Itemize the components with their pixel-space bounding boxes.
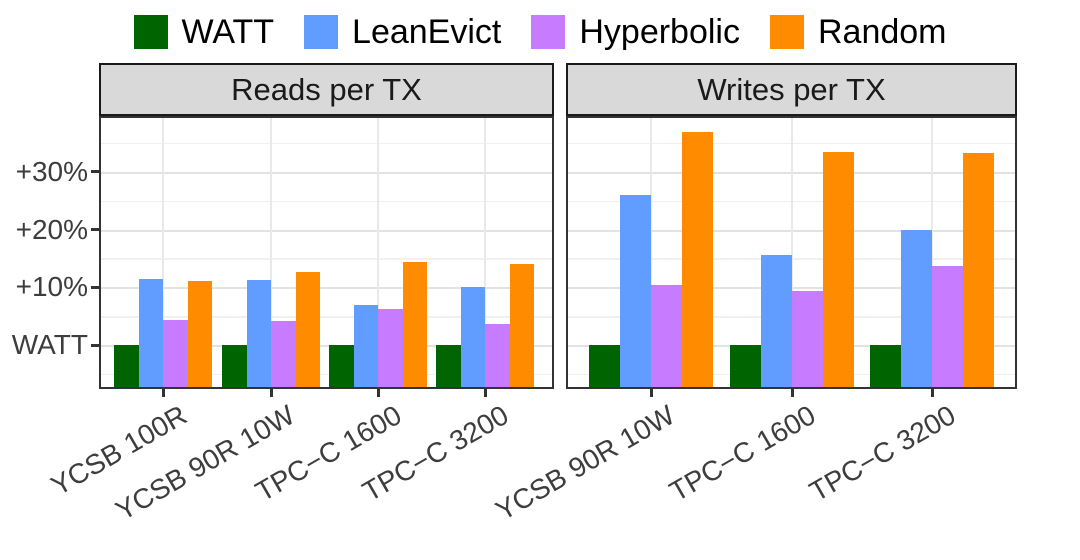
legend-label-watt: WATT — [181, 13, 275, 51]
legend-label-random: Random — [817, 13, 947, 51]
bar-watt-ycsb-90r-10w — [222, 345, 247, 387]
gridline-x-tpc-c-1600 — [377, 118, 379, 387]
legend-key-watt-swatch — [133, 15, 168, 49]
gridline-y--5 — [101, 373, 552, 376]
y-tick-0 — [91, 343, 99, 347]
gridline-x-ycsb-100r — [162, 118, 164, 387]
bar-watt-tpc-c-1600 — [329, 345, 354, 387]
bar-leanevict-ycsb-90r-10w — [246, 279, 271, 387]
y-tick-20 — [91, 228, 99, 231]
x-tick-tpc-c-3200 — [930, 389, 934, 397]
panel-writes-plot — [566, 116, 1017, 389]
panel-reads-strip: Reads per TX — [99, 63, 554, 116]
legend-label-leanevict: LeanEvict — [352, 13, 502, 51]
bar-hyperbolic-tpc-c-3200 — [485, 324, 510, 387]
legend-key-leanevict-swatch — [304, 15, 339, 49]
bar-hyperbolic-tpc-c-3200 — [932, 265, 963, 387]
bar-leanevict-tpc-c-1600 — [353, 305, 378, 387]
bar-watt-ycsb-90r-10w — [589, 345, 620, 387]
panel-writes-title: Writes per TX — [697, 71, 886, 107]
y-axis-label-watt: WATT — [11, 329, 88, 360]
bar-random-tpc-c-1600 — [402, 262, 427, 387]
bar-leanevict-tpc-c-3200 — [460, 287, 485, 387]
legend-item-watt: WATT — [133, 13, 275, 51]
gridline-y-20 — [101, 229, 552, 232]
gridline-y-5 — [101, 316, 552, 318]
bar-leanevict-tpc-c-1600 — [761, 255, 792, 387]
bar-hyperbolic-tpc-c-1600 — [378, 309, 403, 387]
bar-random-tpc-c-3200 — [963, 152, 994, 387]
bar-random-tpc-c-3200 — [509, 264, 534, 387]
bar-leanevict-ycsb-90r-10w — [620, 194, 651, 387]
panel-reads-plot — [99, 116, 554, 389]
bar-watt-tpc-c-3200 — [870, 345, 901, 387]
panel-reads-title: Reads per TX — [231, 71, 422, 107]
y-axis-label-10: +10% — [15, 271, 88, 303]
gridline-y-30 — [101, 171, 552, 174]
bar-hyperbolic-ycsb-90r-10w — [271, 320, 296, 387]
x-tick-tpc-c-1600 — [790, 389, 794, 397]
bar-leanevict-ycsb-100r — [138, 279, 163, 387]
bar-random-ycsb-90r-10w — [682, 132, 713, 387]
x-tick-ycsb-90r-10w — [269, 389, 273, 397]
x-tick-ycsb-100r — [161, 389, 165, 397]
legend-key-hyperbolic-swatch — [531, 15, 566, 49]
x-axis-label-ycsb-90r-10w: YCSB 90R 10W — [490, 399, 680, 527]
bar-random-ycsb-100r — [187, 280, 212, 387]
gridline-x-tpc-c-3200 — [931, 118, 933, 387]
gridline-y-25 — [101, 200, 552, 203]
gridline-x-ycsb-90r-10w — [650, 118, 652, 387]
legend-label-hyperbolic: Hyperbolic — [579, 13, 740, 51]
bar-random-ycsb-90r-10w — [295, 271, 320, 387]
bar-watt-tpc-c-1600 — [730, 345, 761, 387]
bar-watt-tpc-c-3200 — [436, 345, 461, 387]
y-tick-10 — [91, 285, 99, 289]
gridline-x-tpc-c-3200 — [484, 118, 486, 387]
panel-writes-strip: Writes per TX — [566, 63, 1017, 116]
y-axis-label-20: +20% — [15, 213, 88, 245]
x-axis-label-tpc-c-3200: TPC−C 3200 — [804, 399, 961, 508]
gridline-y-15 — [101, 258, 552, 260]
gridline-x-ycsb-90r-10w — [270, 118, 272, 387]
legend-item-random: Random — [769, 13, 947, 51]
legend-item-leanevict: LeanEvict — [304, 15, 501, 49]
x-tick-ycsb-90r-10w — [649, 389, 653, 397]
y-axis-label-30: +30% — [15, 155, 88, 187]
gridline-y-10 — [101, 287, 552, 290]
x-tick-tpc-c-1600 — [376, 389, 380, 397]
chart-legend: WATT LeanEvict Hyperbolic Random — [0, 6, 1080, 58]
x-tick-tpc-c-3200 — [483, 389, 487, 397]
legend-key-random-swatch — [769, 15, 804, 49]
bar-watt-ycsb-100r — [114, 345, 139, 387]
bar-leanevict-tpc-c-3200 — [901, 229, 932, 387]
legend-item-hyperbolic: Hyperbolic — [531, 15, 740, 49]
bar-hyperbolic-ycsb-100r — [163, 320, 188, 387]
bar-random-tpc-c-1600 — [823, 151, 854, 387]
bar-hyperbolic-ycsb-90r-10w — [651, 284, 682, 387]
y-tick-30 — [91, 170, 99, 174]
x-axis-label-tpc-c-1600: TPC−C 1600 — [664, 399, 821, 508]
bar-hyperbolic-tpc-c-1600 — [792, 290, 823, 387]
gridline-y-0 — [101, 345, 552, 347]
gridline-y-35 — [101, 142, 552, 145]
gridline-x-tpc-c-1600 — [791, 118, 793, 387]
